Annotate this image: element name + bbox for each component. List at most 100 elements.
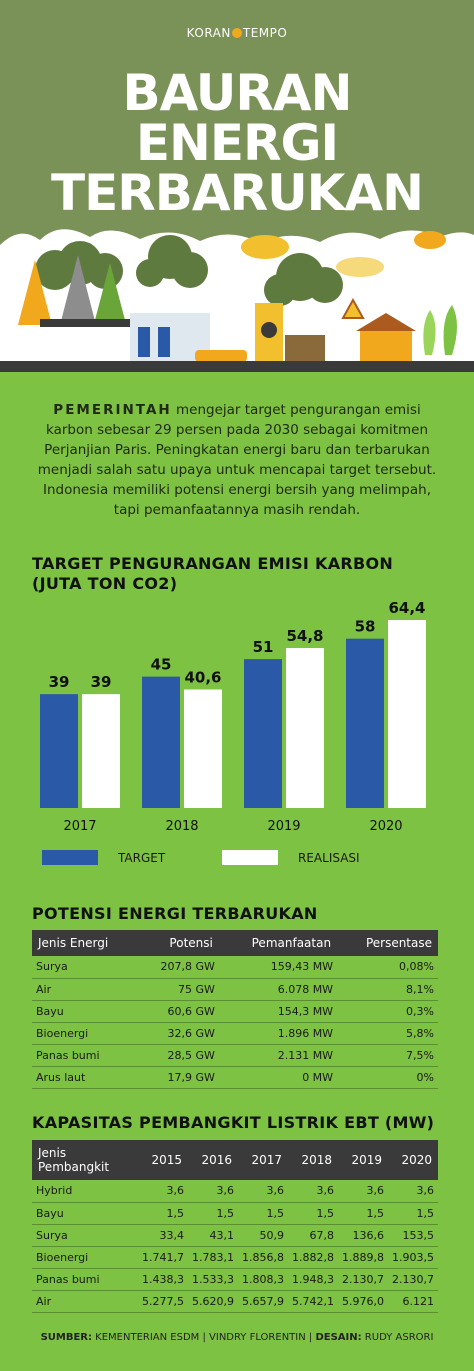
design-text: RUDY ASRORI (361, 1332, 434, 1343)
table-cell: Bayu (32, 1202, 138, 1225)
kapasitas-table: Jenis Pembangkit 2015 2016 2017 2018 2019 2020… (32, 1140, 438, 1313)
bar-target-2020 (346, 638, 384, 808)
table-cell: 1.889,8 (338, 1246, 388, 1269)
x-tick-label-2020: 2020 (369, 819, 402, 834)
potensi-body: Surya 207,8 GW 159,43 MW 0,08% Air 75 GW 6.078… (32, 956, 438, 1089)
ground (0, 361, 474, 372)
intro-lead: PEMERINTAH (53, 402, 172, 418)
table-cell: Panas bumi (32, 1044, 139, 1067)
header-cell: 2016 (188, 1140, 238, 1180)
header-cell: 2019 (338, 1140, 388, 1180)
table-cell: Air (32, 1290, 138, 1313)
potensi-title: POTENSI ENERGI TERBARUKAN (32, 904, 318, 923)
table-cell: 5.976,0 (338, 1290, 388, 1313)
table-row: Bayu 1,5 1,5 1,5 1,5 1,5 1,5 (32, 1202, 438, 1225)
table-cell: Surya (32, 1224, 138, 1247)
table-cell: 1.856,8 (238, 1246, 288, 1269)
tank-truck (195, 350, 247, 362)
table-cell: 60,6 GW (138, 1000, 219, 1023)
kapasitas-title: KAPASITAS PEMBANGKIT LISTRIK EBT (MW) (32, 1113, 435, 1132)
page-title: BAURAN ENERGI TERBARUKAN (0, 68, 474, 218)
table-cell: 50,9 (238, 1224, 288, 1247)
table-cell: 3,6 (288, 1180, 338, 1203)
header-cell: 2015 (138, 1140, 188, 1180)
nuclear-plant (255, 303, 325, 363)
table-cell: 5.742,1 (288, 1290, 338, 1313)
potensi-table: Jenis Energi Potensi Pemanfaatan Persentase… (32, 930, 438, 1089)
intro-body: mengejar target pengurangan emisi karbon… (37, 402, 437, 518)
trees (18, 255, 125, 325)
header-cell: Persentase (337, 930, 438, 956)
potensi-header-row: Jenis Energi Potensi Pemanfaatan Persentase (32, 930, 438, 956)
legend-target: TARGET (42, 850, 165, 865)
bar-label-target-2017: 39 (49, 673, 70, 691)
table-cell: 1,5 (388, 1202, 438, 1225)
x-tick-label-2017: 2017 (63, 819, 96, 834)
table-cell: Bayu (32, 1000, 139, 1023)
brand-logo: KORAN TEMPO (0, 26, 474, 40)
wind-plants (423, 305, 457, 355)
table-cell: 159,43 MW (218, 956, 338, 979)
table-cell: 1,5 (338, 1202, 388, 1225)
bar-realisasi-2019 (286, 648, 324, 808)
table-cell: 1.741,7 (138, 1246, 188, 1269)
header-cell: Jenis Pembangkit (32, 1140, 138, 1180)
table-cell: 75 GW (138, 978, 219, 1001)
table-cell: 154,3 MW (218, 1000, 338, 1023)
brand-left: KORAN (186, 26, 231, 40)
title-line-1: BAURAN (122, 64, 353, 122)
yellow-clouds (241, 231, 446, 277)
header-cell: 2018 (288, 1140, 338, 1180)
bar-label-realisasi-2020: 64,4 (388, 600, 425, 617)
title-line-3: TERBARUKAN (51, 164, 424, 222)
table-cell: 1,5 (188, 1202, 238, 1225)
bar-realisasi-2017 (82, 694, 120, 808)
table-cell: 7,5% (337, 1044, 438, 1067)
table-cell: 0 MW (218, 1066, 338, 1089)
table-cell: 1,5 (288, 1202, 338, 1225)
header-cell: Pemanfaatan (218, 930, 338, 956)
warning-sign-icon (341, 297, 365, 319)
source-label: SUMBER: (40, 1332, 92, 1343)
table-cell: 6.121 (388, 1290, 438, 1313)
source-credit: SUMBER: KEMENTERIAN ESDM | VINDRY FLOREN… (0, 1332, 474, 1343)
brand-right: TEMPO (242, 26, 288, 40)
table-cell: 17,9 GW (138, 1066, 219, 1089)
table-cell: 2.131 MW (218, 1044, 338, 1067)
table-cell: Panas bumi (32, 1268, 138, 1291)
bar-realisasi-2020 (388, 620, 426, 808)
title-line-2: ENERGI (135, 114, 339, 172)
table-cell: 43,1 (188, 1224, 238, 1247)
legend-realisasi-swatch (222, 850, 278, 865)
header-cell: 2020 (388, 1140, 438, 1180)
chart-title: TARGET PENGURANGAN EMISI KARBON (JUTA TO… (32, 554, 393, 594)
table-cell: 28,5 GW (138, 1044, 219, 1067)
table-cell: 1.783,1 (188, 1246, 238, 1269)
table-row: Bioenergi 1.741,7 1.783,1 1.856,8 1.882,8 1.8… (32, 1246, 438, 1269)
table-cell: 5.277,5 (138, 1290, 188, 1313)
table-cell: 5.657,9 (238, 1290, 288, 1313)
bar-label-realisasi-2019: 54,8 (286, 627, 323, 645)
table-cell: 1.438,3 (138, 1268, 188, 1291)
table-cell: Air (32, 978, 139, 1001)
legend-target-label: TARGET (118, 851, 166, 865)
table-cell: 3,6 (388, 1180, 438, 1203)
header-cell: Jenis Energi (32, 930, 139, 956)
brand-dot-icon (231, 28, 242, 38)
table-row: Bioenergi 32,6 GW 1.896 MW 5,8% (32, 1022, 438, 1045)
legend-realisasi: REALISASI (222, 850, 360, 865)
table-cell: 1.948,3 (288, 1268, 338, 1291)
table-row: Surya 33,4 43,1 50,9 67,8 136,6 153,5 (32, 1224, 438, 1247)
table-row: Surya 207,8 GW 159,43 MW 0,08% (32, 956, 438, 979)
table-cell: 2.130,7 (388, 1268, 438, 1291)
table-cell: Arus laut (32, 1066, 139, 1089)
bar-label-realisasi-2018: 40,6 (184, 668, 221, 686)
kapasitas-header-row: Jenis Pembangkit 2015 2016 2017 2018 2019 2020 (32, 1140, 438, 1180)
table-cell: 1,5 (138, 1202, 188, 1225)
bar-target-2018 (142, 676, 180, 808)
table-row: Arus laut 17,9 GW 0 MW 0% (32, 1066, 438, 1089)
table-cell: 33,4 (138, 1224, 188, 1247)
table-cell: 1.903,5 (388, 1246, 438, 1269)
table-cell: Surya (32, 956, 139, 979)
x-tick-label-2018: 2018 (165, 819, 198, 834)
